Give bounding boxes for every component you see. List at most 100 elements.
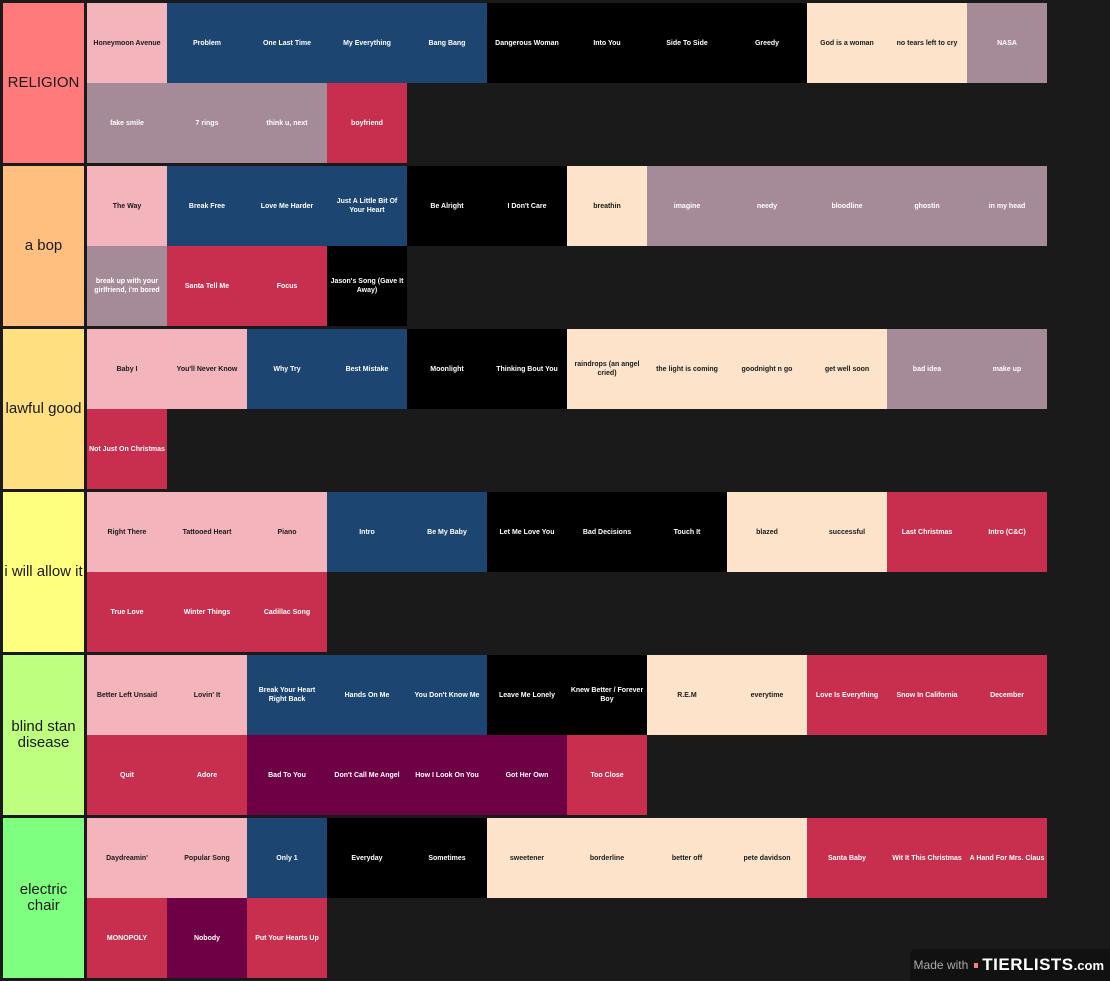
tier-item[interactable]: Love Me Harder	[247, 166, 327, 246]
tier-item[interactable]: better off	[647, 818, 727, 898]
tier-item[interactable]: True Love	[87, 572, 167, 652]
tier-item[interactable]: R.E.M	[647, 655, 727, 735]
tier-item[interactable]: Got Her Own	[487, 735, 567, 815]
tier-item[interactable]: Everyday	[327, 818, 407, 898]
tier-item[interactable]: Santa Baby	[807, 818, 887, 898]
tier-item[interactable]: Tattooed Heart	[167, 492, 247, 572]
tier-item[interactable]: Daydreamin'	[87, 818, 167, 898]
tier-item[interactable]: Piano	[247, 492, 327, 572]
tier-item[interactable]: boyfriend	[327, 83, 407, 163]
tier-item[interactable]: Baby I	[87, 329, 167, 409]
tier-label[interactable]: i will allow it	[3, 492, 84, 652]
tier-item[interactable]: Break Your Heart Right Back	[247, 655, 327, 735]
tier-item[interactable]: Better Left Unsaid	[87, 655, 167, 735]
tier-item[interactable]: Intro	[327, 492, 407, 572]
tier-item[interactable]: Touch It	[647, 492, 727, 572]
tier-item[interactable]: Best Mistake	[327, 329, 407, 409]
tier-item[interactable]: imagine	[647, 166, 727, 246]
tier-label[interactable]: blind stan disease	[3, 655, 84, 815]
tier-item[interactable]: Jason's Song (Gave It Away)	[327, 246, 407, 326]
tier-item[interactable]: Not Just On Christmas	[87, 409, 167, 489]
tier-item[interactable]: I Don't Care	[487, 166, 567, 246]
tier-item[interactable]: Bad To You	[247, 735, 327, 815]
tier-item[interactable]: Dangerous Woman	[487, 3, 567, 83]
tier-item[interactable]: Right There	[87, 492, 167, 572]
tier-item[interactable]: successful	[807, 492, 887, 572]
tier-item[interactable]: Leave Me Lonely	[487, 655, 567, 735]
tier-item[interactable]: One Last Time	[247, 3, 327, 83]
tier-item[interactable]: Thinking Bout You	[487, 329, 567, 409]
tier-label[interactable]: RELIGION	[3, 3, 84, 163]
tier-item[interactable]: Lovin' It	[167, 655, 247, 735]
tier-item[interactable]: Be My Baby	[407, 492, 487, 572]
tier-item[interactable]: Cadillac Song	[247, 572, 327, 652]
tier-item[interactable]: Too Close	[567, 735, 647, 815]
tier-label[interactable]: a bop	[3, 166, 84, 326]
tier-item[interactable]: Let Me Love You	[487, 492, 567, 572]
tier-item[interactable]: Knew Better / Forever Boy	[567, 655, 647, 735]
tier-item[interactable]: Snow In California	[887, 655, 967, 735]
tier-item[interactable]: MONOPOLY	[87, 898, 167, 978]
tier-item[interactable]: Break Free	[167, 166, 247, 246]
tier-item[interactable]: ghostin	[887, 166, 967, 246]
tier-item[interactable]: Into You	[567, 3, 647, 83]
tier-item[interactable]: blazed	[727, 492, 807, 572]
tier-item[interactable]: Moonlight	[407, 329, 487, 409]
tier-label[interactable]: lawful good	[3, 329, 84, 489]
tier-item[interactable]: Adore	[167, 735, 247, 815]
tier-item[interactable]: break up with your girlfriend, i'm bored	[87, 246, 167, 326]
tier-item[interactable]: Winter Things	[167, 572, 247, 652]
tier-item[interactable]: goodnight n go	[727, 329, 807, 409]
tier-item[interactable]: NASA	[967, 3, 1047, 83]
tier-label[interactable]: electric chair	[3, 818, 84, 978]
tier-item[interactable]: Nobody	[167, 898, 247, 978]
tier-item[interactable]: You'll Never Know	[167, 329, 247, 409]
tier-item[interactable]: Santa Tell Me	[167, 246, 247, 326]
tier-item[interactable]: Love Is Everything	[807, 655, 887, 735]
tier-item[interactable]: Intro (C&C)	[967, 492, 1047, 572]
tier-item[interactable]: Why Try	[247, 329, 327, 409]
tier-item[interactable]: Hands On Me	[327, 655, 407, 735]
tier-item[interactable]: everytime	[727, 655, 807, 735]
tier-item[interactable]: 7 rings	[167, 83, 247, 163]
tier-item[interactable]: bad idea	[887, 329, 967, 409]
tier-item[interactable]: Don't Call Me Angel	[327, 735, 407, 815]
tier-item[interactable]: Greedy	[727, 3, 807, 83]
tier-item[interactable]: Side To Side	[647, 3, 727, 83]
tier-item[interactable]: sweetener	[487, 818, 567, 898]
tier-item[interactable]: My Everything	[327, 3, 407, 83]
tier-item[interactable]: Problem	[167, 3, 247, 83]
tier-item[interactable]: Sometimes	[407, 818, 487, 898]
tier-item[interactable]: no tears left to cry	[887, 3, 967, 83]
tier-item[interactable]: December	[967, 655, 1047, 735]
tier-item[interactable]: in my head	[967, 166, 1047, 246]
tier-item[interactable]: Bang Bang	[407, 3, 487, 83]
tier-item[interactable]: God is a woman	[807, 3, 887, 83]
tier-item[interactable]: bloodline	[807, 166, 887, 246]
tier-item[interactable]: Put Your Hearts Up	[247, 898, 327, 978]
tier-item[interactable]: breathin	[567, 166, 647, 246]
tier-item[interactable]: needy	[727, 166, 807, 246]
tier-item[interactable]: Be Alright	[407, 166, 487, 246]
tier-item[interactable]: the light is coming	[647, 329, 727, 409]
tier-item[interactable]: You Don't Know Me	[407, 655, 487, 735]
tier-item[interactable]: raindrops (an angel cried)	[567, 329, 647, 409]
tier-item[interactable]: Just A Little Bit Of Your Heart	[327, 166, 407, 246]
tier-item[interactable]: Quit	[87, 735, 167, 815]
tier-item[interactable]: borderline	[567, 818, 647, 898]
tier-item[interactable]: Bad Decisions	[567, 492, 647, 572]
tier-item[interactable]: Only 1	[247, 818, 327, 898]
tierlists-watermark[interactable]: Made with TIERLISTS .com	[910, 949, 1110, 981]
tier-item[interactable]: think u, next	[247, 83, 327, 163]
tier-item[interactable]: Wit It This Christmas	[887, 818, 967, 898]
tier-item[interactable]: Focus	[247, 246, 327, 326]
tier-item[interactable]: get well soon	[807, 329, 887, 409]
tier-item[interactable]: Last Christmas	[887, 492, 967, 572]
tier-item[interactable]: Honeymoon Avenue	[87, 3, 167, 83]
tier-item[interactable]: pete davidson	[727, 818, 807, 898]
tier-item[interactable]: Popular Song	[167, 818, 247, 898]
tier-item[interactable]: make up	[967, 329, 1047, 409]
tier-item[interactable]: The Way	[87, 166, 167, 246]
tier-item[interactable]: How I Look On You	[407, 735, 487, 815]
tier-item[interactable]: A Hand For Mrs. Claus	[967, 818, 1047, 898]
